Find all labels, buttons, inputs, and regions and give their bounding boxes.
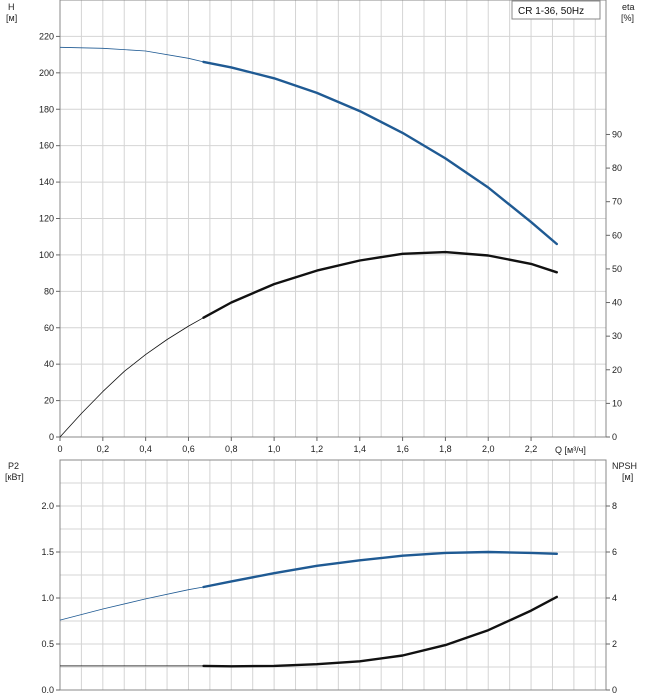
x-tick-label: 1,0 [268,444,281,454]
bottom-right-tick-label: 6 [612,547,617,557]
eta-curve [202,250,558,319]
bottom-left-tick-label: 2.0 [41,501,54,511]
p2-axis-label: P2 [8,461,19,471]
q-axis-label: Q [м³/ч] [555,445,586,455]
top-right-tick-label: 0 [612,432,617,442]
npsh-axis-unit: [м] [622,472,633,482]
x-tick-label: 1,8 [439,444,452,454]
top-right-tick-label: 60 [612,230,622,240]
top-right-tick-label: 90 [612,129,622,139]
p2-curve [202,550,558,589]
x-tick-label: 2,0 [482,444,495,454]
x-tick-label: 0,6 [182,444,195,454]
eta-axis-unit: [%] [621,13,634,23]
eta-curve-extended [59,317,204,438]
npsh-axis-label: NPSH [612,461,637,471]
bottom-left-tick-label: 0.0 [41,685,54,695]
h-axis-label: H [8,2,15,12]
x-tick-label: 2,2 [525,444,538,454]
top-left-tick-label: 20 [44,396,54,406]
x-tick-label: 1,6 [396,444,409,454]
x-tick-label: 1,2 [311,444,324,454]
x-tick-label: 0,4 [139,444,152,454]
top-left-tick-label: 140 [39,177,54,187]
x-tick-label: 1,4 [354,444,367,454]
top-left-tick-label: 40 [44,359,54,369]
top-left-tick-label: 220 [39,31,54,41]
top-left-tick-label: 120 [39,214,54,224]
top-left-tick-label: 200 [39,68,54,78]
bottom-panel-grid [60,460,606,690]
top-right-tick-label: 80 [612,163,622,173]
legend-text: CR 1-36, 50Hz [518,6,584,17]
x-tick-label: 0 [57,444,62,454]
top-left-tick-label: 180 [39,104,54,114]
head-curve [202,60,558,246]
bottom-right-tick-label: 4 [612,593,617,603]
npsh-curve [202,595,558,668]
bottom-left-tick-label: 1.5 [41,547,54,557]
top-panel-grid [60,0,606,437]
bottom-panel-frame [59,459,607,691]
bottom-left-tick-label: 1.0 [41,593,54,603]
p2-axis-unit: [кВт] [5,472,24,482]
top-left-tick-label: 160 [39,141,54,151]
top-right-tick-label: 40 [612,298,622,308]
top-panel-tick-labels: 0 20 40 60 80 100 120 140 160 180 200 220 0 10 20 30 40 5… [39,31,622,454]
h-axis-unit: [м] [6,13,17,23]
x-tick-label: 0,2 [97,444,110,454]
top-right-tick-label: 30 [612,331,622,341]
top-left-tick-label: 60 [44,323,54,333]
bottom-left-tick-label: 0.5 [41,639,54,649]
bottom-right-tick-label: 0 [612,685,617,695]
top-right-tick-label: 10 [612,398,622,408]
bottom-panel-tick-labels: 0.0 0.5 1.0 1.5 2.0 0 2 4 6 8 [41,501,617,695]
bottom-right-tick-label: 8 [612,501,617,511]
top-left-tick-label: 0 [49,432,54,442]
eta-axis-label: eta [622,2,635,12]
top-left-tick-label: 80 [44,286,54,296]
top-right-tick-label: 70 [612,197,622,207]
p2-curve-extended [59,586,204,621]
legend-box [511,0,601,20]
head-curve-extended [59,46,204,63]
top-left-tick-label: 100 [39,250,54,260]
x-tick-label: 0,8 [225,444,238,454]
top-right-tick-label: 20 [612,365,622,375]
bottom-right-tick-label: 2 [612,639,617,649]
top-right-tick-label: 50 [612,264,622,274]
curves [59,46,558,668]
